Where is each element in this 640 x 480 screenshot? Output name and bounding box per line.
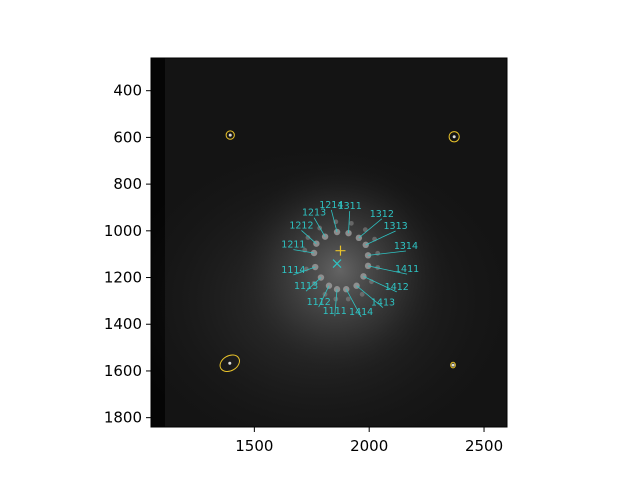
label-leader [334,289,338,317]
label-leader [363,276,397,293]
fiducial-ellipse [448,131,460,143]
label-leader [305,277,322,292]
spot-label: 1413 [371,298,395,309]
x-tick-label: 2000 [350,437,388,455]
fiducial-spot [451,363,455,367]
y-tick-label: 400 [113,82,142,100]
spot-label: 1113 [294,281,318,292]
spot-label: 1214 [319,200,343,211]
y-tick-label: 1000 [104,222,142,240]
center-markers [332,245,346,268]
x-axis: 1500 2000 2500 [235,427,503,455]
label-leader [318,285,330,308]
spot-label: 1111 [323,306,347,317]
spot-label: 1313 [384,221,408,232]
label-leader [293,266,316,276]
label-leader [356,285,384,308]
speckle-spot-outer [375,265,381,270]
label-leader [301,230,317,244]
central-glow [230,160,450,380]
label-leader [313,217,326,237]
center-plus-marker [335,245,346,256]
fiducial-spot [228,133,232,137]
y-tick-label: 1800 [104,409,142,427]
fiducial-spot [228,361,232,365]
label-leader [345,289,362,318]
spot-label: 1414 [349,307,373,318]
fiducial-ellipse [450,361,456,369]
speckle-spot [343,286,350,293]
spot-label: 1211 [281,240,305,251]
spot-label: 1411 [395,264,419,275]
speckle-spot [360,273,367,280]
spot-label: 1213 [302,208,326,219]
y-tick-label: 1400 [104,315,142,333]
label-leader [293,249,315,254]
fiducial-spot [452,135,456,139]
label-leader [358,218,383,239]
spot-label: 1212 [289,220,313,231]
speckle-spot-outer [348,220,354,226]
speckle-spot-outer [345,296,351,302]
label-leaders [293,209,408,318]
speckle-spot-outer [359,291,365,297]
fiducial-ellipse [219,354,240,373]
speckle-spot-outer [375,250,381,256]
y-tick-label: 800 [113,175,142,193]
label-leader [368,250,406,256]
speckle-spot-outer [362,227,368,233]
label-leader [365,230,396,246]
x-tick-label: 1500 [235,437,273,455]
spot-label: 1312 [370,209,394,220]
y-axis: 400 600 800 1000 1200 1400 1600 1800 [104,82,151,427]
y-tick-label: 1600 [104,362,142,380]
axes-frame [150,57,508,428]
spot-label: 1112 [307,297,331,308]
spot-label: 1412 [385,282,409,293]
y-tick-label: 1200 [104,269,142,287]
speckle-spot [362,241,369,249]
fiducial-markers [219,130,460,373]
fiducial-ellipse [225,130,235,140]
spot-label: 1311 [338,201,362,212]
speckle-spot-outer [305,235,311,240]
x-tick-label: 2500 [465,437,503,455]
spot-label: 1114 [281,265,305,276]
spot-label: 1314 [394,241,418,252]
label-leader [330,209,338,233]
center-x-marker [332,259,342,268]
label-leader [348,211,351,234]
label-leader [367,265,408,275]
speckle-ring [302,219,381,302]
y-tick-label: 600 [113,128,142,146]
